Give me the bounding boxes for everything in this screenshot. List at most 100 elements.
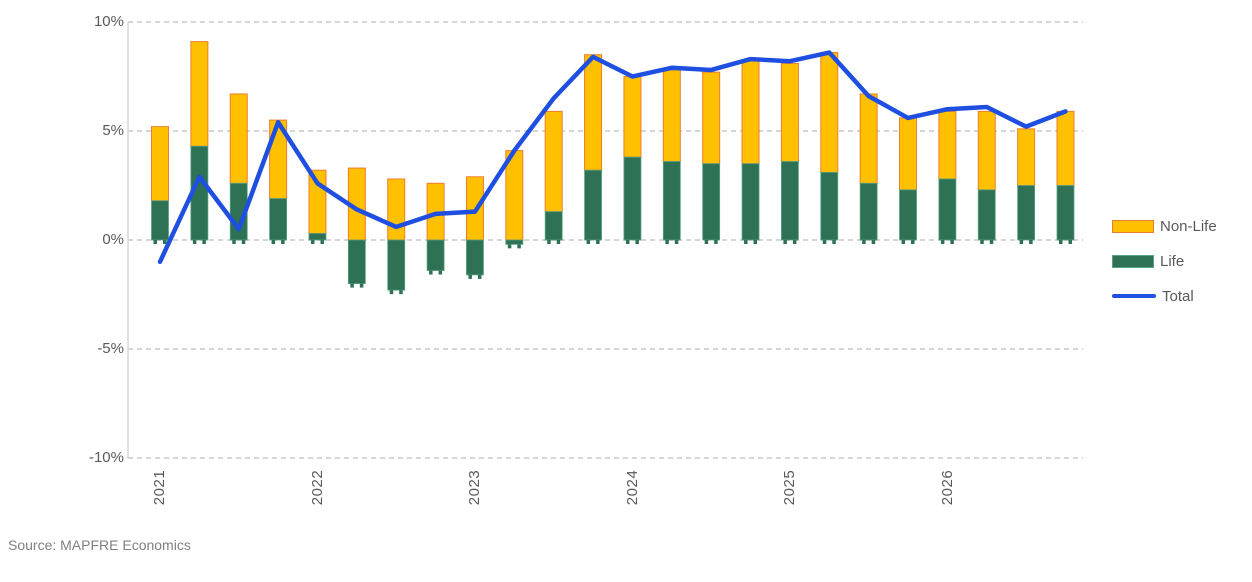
bar-foot-tick — [271, 240, 276, 244]
bar-foot-tick — [635, 240, 639, 244]
life-swatch-icon — [1112, 254, 1154, 268]
bar-foot-tick — [389, 290, 394, 295]
bar-life — [662, 161, 681, 241]
bar-foot-tick — [989, 240, 994, 244]
bar-foot-tick — [980, 240, 984, 244]
bar-foot-tick — [438, 270, 443, 275]
x-year-label: 2023 — [466, 469, 484, 505]
bar-foot-tick — [429, 270, 433, 275]
bar-foot-tick — [596, 240, 600, 244]
legend-item-life: Life — [1112, 252, 1217, 270]
source-note: Source: MAPFRE Economics — [8, 537, 191, 553]
bar-foot-tick — [399, 290, 403, 295]
bar-foot-tick — [1059, 240, 1063, 244]
legend-item-non-life: Non-Life — [1112, 217, 1217, 235]
bar-life — [269, 198, 288, 241]
bar-foot-tick — [359, 283, 364, 288]
bar-foot-tick — [753, 240, 758, 244]
legend-label-non-life: Non-Life — [1160, 217, 1217, 235]
bar-life — [387, 239, 406, 291]
bar-foot-tick — [1029, 240, 1033, 244]
legend: Non-Life Life Total — [1112, 217, 1217, 305]
x-year-label: 2026 — [938, 469, 956, 505]
bar-non-life — [584, 54, 603, 171]
x-year-label: 2022 — [308, 469, 326, 505]
bar-non-life — [1017, 128, 1036, 187]
bar-non-life — [505, 150, 524, 241]
bar-foot-tick — [517, 244, 521, 249]
bar-life — [466, 239, 484, 276]
legend-label-life: Life — [1160, 252, 1185, 270]
bar-foot-tick — [665, 240, 669, 244]
bar-non-life — [190, 41, 209, 147]
bar-foot-tick — [744, 240, 748, 244]
bar-non-life — [229, 93, 248, 184]
bar-foot-tick — [320, 240, 324, 244]
bar-non-life — [820, 52, 839, 173]
bar-foot-tick — [1019, 240, 1024, 244]
y-tick-label: 0% — [102, 231, 124, 248]
non-life-swatch-icon — [1112, 219, 1154, 233]
bar-non-life — [977, 110, 996, 191]
bar-foot-tick — [911, 240, 915, 244]
bar-foot-tick — [241, 240, 246, 244]
legend-item-total: Total — [1112, 287, 1217, 305]
y-tick-label: -5% — [97, 340, 124, 357]
bar-life — [938, 178, 957, 241]
bar-foot-tick — [832, 240, 836, 244]
bar-life — [820, 172, 839, 241]
bar-non-life — [702, 71, 721, 165]
bar-non-life — [623, 76, 642, 158]
bar-non-life — [899, 117, 918, 191]
bar-life — [1056, 185, 1075, 241]
bar-life — [1017, 185, 1036, 241]
bar-non-life — [387, 178, 406, 241]
bar-foot-tick — [783, 240, 787, 244]
bar-foot-tick — [202, 240, 206, 244]
bar-non-life — [938, 110, 957, 180]
bar-life — [781, 161, 799, 241]
bar-foot-tick — [163, 240, 167, 244]
x-year-label: 2024 — [623, 469, 641, 505]
bar-foot-tick — [714, 240, 718, 244]
y-tick-label: 5% — [102, 122, 124, 139]
bar-foot-tick — [507, 244, 512, 249]
bar-foot-tick — [1068, 240, 1072, 244]
bar-foot-tick — [153, 240, 157, 244]
bar-foot-tick — [704, 240, 709, 244]
bar-foot-tick — [310, 240, 315, 244]
legend-label-total: Total — [1162, 287, 1194, 305]
bar-foot-tick — [547, 240, 551, 244]
bar-foot-tick — [940, 240, 945, 244]
bar-life — [584, 169, 602, 241]
bar-life — [741, 163, 760, 241]
total-line-swatch-icon — [1112, 294, 1156, 298]
bar-life — [347, 239, 366, 284]
bar-life — [544, 211, 563, 241]
bar-foot-tick — [674, 240, 679, 244]
bar-life — [702, 163, 721, 241]
bar-foot-tick — [281, 240, 285, 244]
bar-foot-tick — [862, 240, 866, 244]
bar-non-life — [151, 126, 169, 202]
bar-life — [899, 189, 917, 241]
bar-life — [623, 156, 642, 241]
bar-non-life — [859, 93, 878, 184]
bar-life — [308, 233, 327, 241]
bar-non-life — [780, 62, 799, 163]
bar-life — [505, 239, 524, 245]
bar-life — [977, 189, 996, 241]
bar-foot-tick — [192, 240, 197, 244]
bar-foot-tick — [901, 240, 906, 244]
bar-foot-tick — [556, 240, 561, 244]
bar-foot-tick — [792, 240, 797, 244]
x-year-label: 2021 — [151, 469, 169, 505]
bar-non-life — [1056, 110, 1075, 186]
bar-life — [426, 239, 445, 271]
bar-life — [151, 200, 169, 241]
bar-foot-tick — [625, 240, 630, 244]
bar-foot-tick — [350, 283, 354, 288]
x-year-label: 2025 — [781, 469, 799, 505]
